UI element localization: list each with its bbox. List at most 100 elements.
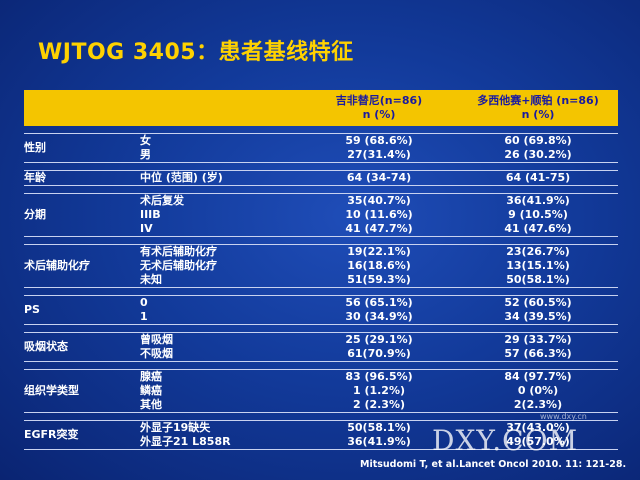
- row-spacer: [24, 288, 618, 296]
- gefitinib-value: 27(31.4%): [347, 148, 411, 161]
- row-spacer: [24, 163, 618, 171]
- row-subcategory-cell: 腺癌 鳞癌 其他: [140, 369, 300, 413]
- row-spacer: [24, 325, 618, 333]
- watermark: DXY.COM: [432, 424, 579, 457]
- gefitinib-value: 83 (96.5%): [345, 370, 413, 383]
- header-docetaxel-unit: n (%): [521, 108, 555, 121]
- table-row: 术后辅助化疗 有术后辅助化疗 无术后辅助化疗 未知 19(22.1%) 16(18.6%)…: [24, 244, 618, 288]
- row-spacer-cell: [24, 126, 618, 134]
- row-spacer: [24, 413, 618, 421]
- docetaxel-value: 9 (10.5%): [508, 208, 568, 221]
- gefitinib-value: 2 (2.3%): [352, 398, 406, 411]
- row-subcategory: 腺癌: [140, 370, 162, 383]
- docetaxel-value: 13(15.1%): [506, 259, 570, 272]
- gefitinib-value: 61(70.9%): [347, 347, 411, 360]
- docetaxel-value: 23(26.7%): [506, 245, 570, 258]
- docetaxel-value: 84 (97.7%): [504, 370, 572, 383]
- docetaxel-value: 37(43.0%): [506, 421, 570, 434]
- gefitinib-value: 64 (34-74): [346, 171, 412, 184]
- row-category: 组织学类型: [24, 369, 140, 413]
- header-gefitinib-label: 吉非替尼(n=86): [335, 94, 423, 107]
- header-docetaxel-label: 多西他赛+顺铂 (n=86): [477, 94, 599, 107]
- baseline-table: 吉非替尼(n=86) n (%) 多西他赛+顺铂 (n=86) n (%) 性别…: [24, 90, 618, 450]
- row-spacer-cell: [24, 288, 618, 296]
- row-subcategory: 女: [140, 134, 151, 147]
- row-category: PS: [24, 295, 140, 325]
- row-subcategory: 术后复发: [140, 194, 184, 207]
- docetaxel-value-cell: 37(43.0%) 49(57.0%): [458, 420, 618, 450]
- row-subcategory: 男: [140, 148, 151, 161]
- row-subcategory: 未知: [140, 273, 162, 286]
- row-subcategory: 1: [140, 310, 148, 323]
- header-blank: [24, 90, 140, 126]
- row-subcategory-cell: 曾吸烟 不吸烟: [140, 332, 300, 362]
- docetaxel-value-cell: 29 (33.7%) 57 (66.3%): [458, 332, 618, 362]
- docetaxel-value: 0 (0%): [517, 384, 559, 397]
- gefitinib-value: 35(40.7%): [347, 194, 411, 207]
- docetaxel-value-cell: 36(41.9%) 9 (10.5%) 41 (47.6%): [458, 193, 618, 237]
- docetaxel-value-cell: 52 (60.5%) 34 (39.5%): [458, 295, 618, 325]
- row-spacer: [24, 186, 618, 194]
- row-subcategory-cell: 女男: [140, 133, 300, 163]
- docetaxel-value-cell: 64 (41-75): [458, 170, 618, 186]
- gefitinib-value: 1 (1.2%): [352, 384, 406, 397]
- row-subcategory: 其他: [140, 398, 162, 411]
- table-body: 性别女男 59 (68.6%) 27(31.4%) 60 (69.8%) 26 (30.…: [24, 126, 618, 450]
- gefitinib-value-cell: 25 (29.1%) 61(70.9%): [300, 332, 458, 362]
- row-spacer-cell: [24, 413, 618, 421]
- gefitinib-value-cell: 59 (68.6%) 27(31.4%): [300, 133, 458, 163]
- row-category: 年龄: [24, 170, 140, 186]
- row-subcategory-cell: 术后复发 IIIB IV: [140, 193, 300, 237]
- row-spacer: [24, 126, 618, 134]
- row-category: 分期: [24, 193, 140, 237]
- gefitinib-value: 36(41.9%): [347, 435, 411, 448]
- row-spacer-cell: [24, 362, 618, 370]
- header-docetaxel: 多西他赛+顺铂 (n=86) n (%): [458, 90, 618, 126]
- docetaxel-value: 49(57.0%): [506, 435, 570, 448]
- gefitinib-value: 56 (65.1%): [345, 296, 413, 309]
- docetaxel-value: 41 (47.6%): [504, 222, 572, 235]
- row-subcategory: 外显子19缺失: [140, 421, 211, 434]
- gefitinib-value: 10 (11.6%): [345, 208, 413, 221]
- gefitinib-value-cell: 50(58.1%) 36(41.9%): [300, 420, 458, 450]
- row-subcategory: 曾吸烟: [140, 333, 173, 346]
- row-subcategory: IV: [140, 222, 153, 235]
- row-category: 吸烟状态: [24, 332, 140, 362]
- gefitinib-value: 25 (29.1%): [345, 333, 413, 346]
- row-subcategory: 不吸烟: [140, 347, 173, 360]
- row-subcategory-cell: 有术后辅助化疗 无术后辅助化疗 未知: [140, 244, 300, 288]
- row-subcategory: 0: [140, 296, 148, 309]
- gefitinib-value: 19(22.1%): [347, 245, 411, 258]
- row-spacer: [24, 237, 618, 245]
- gefitinib-value: 50(58.1%): [347, 421, 411, 434]
- gefitinib-value-cell: 19(22.1%) 16(18.6%) 51(59.3%): [300, 244, 458, 288]
- row-subcategory: 鳞癌: [140, 384, 162, 397]
- row-subcategory: 无术后辅助化疗: [140, 259, 217, 272]
- gefitinib-value: 51(59.3%): [347, 273, 411, 286]
- citation: Mitsudomi T, et al.Lancet Oncol 2010. 11…: [360, 459, 627, 470]
- gefitinib-value: 16(18.6%): [347, 259, 411, 272]
- table-row: 吸烟状态 曾吸烟 不吸烟 25 (29.1%) 61(70.9%) 29 (33.7%) 5…: [24, 332, 618, 362]
- docetaxel-value: 60 (69.8%): [504, 134, 572, 147]
- row-spacer-cell: [24, 186, 618, 194]
- table-row: 组织学类型 腺癌 鳞癌 其他 83 (96.5%) 1 (1.2%) 2 (2.3%) 84 …: [24, 369, 618, 413]
- table-row: 分期 术后复发 IIIB IV 35(40.7%) 10 (11.6%) 41 (47.7%…: [24, 193, 618, 237]
- header-gefitinib: 吉非替尼(n=86) n (%): [300, 90, 458, 126]
- docetaxel-value-cell: 60 (69.8%) 26 (30.2%): [458, 133, 618, 163]
- gefitinib-value: 59 (68.6%): [345, 134, 413, 147]
- row-category: EGFR突变: [24, 420, 140, 450]
- row-category: 性别: [24, 133, 140, 163]
- row-spacer-cell: [24, 325, 618, 333]
- docetaxel-value: 52 (60.5%): [504, 296, 572, 309]
- row-subcategory: 外显子21 L858R: [140, 435, 231, 448]
- gefitinib-value: 41 (47.7%): [345, 222, 413, 235]
- watermark-url: www.dxy.cn: [540, 412, 587, 421]
- docetaxel-value: 64 (41-75): [505, 171, 571, 184]
- gefitinib-value-cell: 83 (96.5%) 1 (1.2%) 2 (2.3%): [300, 369, 458, 413]
- docetaxel-value: 50(58.1%): [506, 273, 570, 286]
- row-spacer: [24, 362, 618, 370]
- gefitinib-value: 30 (34.9%): [345, 310, 413, 323]
- table-header: 吉非替尼(n=86) n (%) 多西他赛+顺铂 (n=86) n (%): [24, 90, 618, 126]
- docetaxel-value: 57 (66.3%): [504, 347, 572, 360]
- header-gefitinib-unit: n (%): [362, 108, 396, 121]
